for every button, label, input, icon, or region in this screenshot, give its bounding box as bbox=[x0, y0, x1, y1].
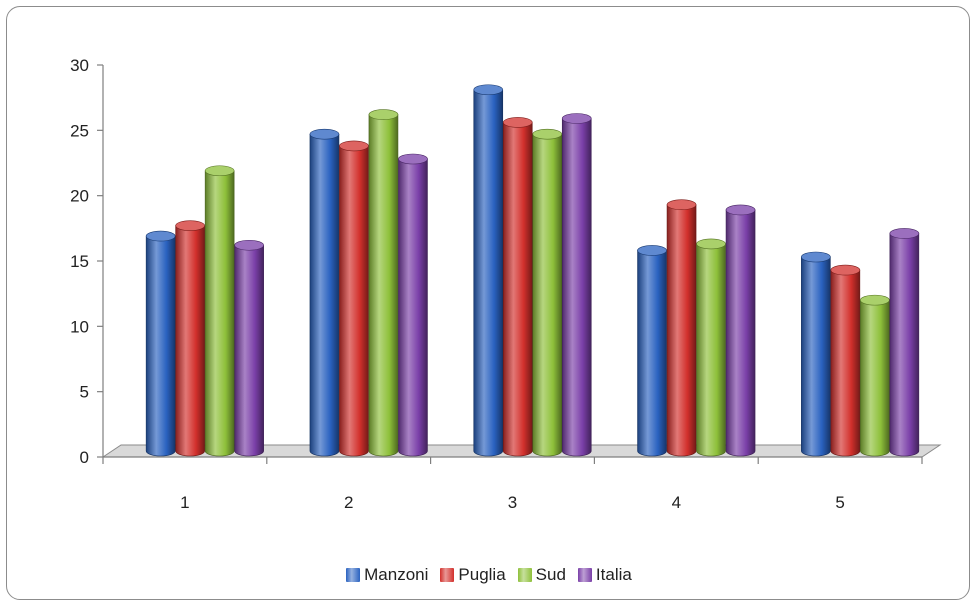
bar bbox=[145, 230, 176, 457]
bar bbox=[830, 264, 861, 457]
x-tick-label: 1 bbox=[180, 493, 189, 512]
y-tick-label: 5 bbox=[80, 383, 89, 402]
bar bbox=[696, 238, 726, 457]
bar bbox=[204, 165, 235, 457]
y-tick-label: 10 bbox=[70, 317, 89, 336]
y-tick-label: 30 bbox=[70, 56, 89, 75]
legend-swatch bbox=[577, 568, 592, 582]
legend-item: Manzoni bbox=[346, 565, 428, 585]
bar bbox=[309, 128, 340, 457]
bar bbox=[532, 128, 563, 457]
bar bbox=[339, 140, 369, 457]
legend-label: Puglia bbox=[458, 565, 506, 584]
axes bbox=[97, 64, 923, 464]
legend-swatch bbox=[346, 568, 361, 582]
x-tick-label: 5 bbox=[835, 493, 844, 512]
bars bbox=[145, 84, 920, 457]
legend-item: Puglia bbox=[440, 565, 506, 585]
bar bbox=[398, 153, 428, 457]
bar bbox=[889, 228, 920, 457]
x-tick-label: 3 bbox=[508, 493, 517, 512]
y-tick-label: 0 bbox=[80, 448, 89, 467]
bar bbox=[175, 220, 205, 457]
y-tick-label: 20 bbox=[70, 187, 89, 206]
bar bbox=[725, 204, 756, 457]
legend-label: Sud bbox=[535, 565, 566, 584]
legend-item: Sud bbox=[517, 565, 566, 585]
bar bbox=[801, 251, 831, 457]
bar bbox=[234, 239, 264, 457]
bar bbox=[473, 84, 504, 457]
x-tick-label: 2 bbox=[344, 493, 353, 512]
y-tick-label: 15 bbox=[70, 252, 89, 271]
bar bbox=[502, 117, 533, 457]
legend-label: Manzoni bbox=[364, 565, 429, 584]
bar-chart: 0 5 10 15 20 25 30 1 2 3 4 5 bbox=[70, 56, 942, 512]
legend-item: Italia bbox=[577, 565, 632, 585]
bar bbox=[860, 294, 890, 457]
legend-swatch bbox=[517, 568, 532, 582]
tick-labels: 0 5 10 15 20 25 30 1 2 3 4 5 bbox=[70, 56, 845, 512]
bar bbox=[637, 245, 667, 457]
legend-swatch bbox=[440, 568, 455, 582]
bar bbox=[368, 109, 399, 457]
bar bbox=[561, 113, 592, 457]
x-tick-label: 4 bbox=[672, 493, 681, 512]
legend-label: Italia bbox=[595, 565, 632, 584]
y-tick-label: 25 bbox=[70, 121, 89, 140]
bar bbox=[666, 199, 697, 457]
legend: Manzoni Puglia Sud Italia bbox=[0, 560, 978, 590]
